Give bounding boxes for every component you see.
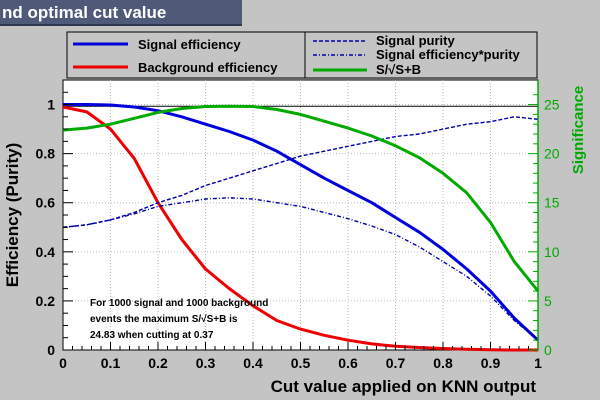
y2-tick-label-3: 15 <box>544 195 560 211</box>
y-tick-label-1: 0.2 <box>36 293 56 309</box>
x-tick-label-4: 0.4 <box>243 355 263 371</box>
legend-background-efficiency: Background efficiency <box>138 60 278 75</box>
x-axis-label: Cut value applied on KNN output <box>271 377 537 396</box>
legend-right: Signal purity Signal efficiency*purity S… <box>304 31 538 79</box>
y-axis-label: Efficiency (Purity) <box>3 143 22 288</box>
y-tick-label-4: 0.8 <box>36 146 56 162</box>
curves <box>62 103 540 352</box>
y-tick-label-2: 0.4 <box>36 244 56 260</box>
x-tick-label-3: 0.3 <box>196 355 216 371</box>
series-s-s-b <box>62 104 540 293</box>
x-tick-label-8: 0.8 <box>433 355 453 371</box>
annotation-line-3: 24.83 when cutting at 0.37 <box>90 330 214 341</box>
y-tick-label-0: 0 <box>47 342 55 358</box>
chart-title: nd optimal cut value <box>0 0 242 26</box>
grid <box>63 80 538 350</box>
legend-left: Signal efficiency Background efficiency <box>66 31 306 79</box>
y2-tick-label-2: 10 <box>544 244 560 260</box>
series-signal-purity <box>62 116 539 228</box>
ticks: 0 0.1 0.2 0.3 0.4 0.5 0.6 0.7 0.8 0.9 100.20.40.60… <box>36 80 560 371</box>
annotation-line-2: events the maximum S/√S+B is <box>90 314 238 325</box>
annotation: For 1000 signal and 1000 background even… <box>90 298 268 341</box>
y2-tick-label-1: 5 <box>544 293 552 309</box>
x-tick-label-10: 1 <box>534 355 542 371</box>
annotation-line-1: For 1000 signal and 1000 background <box>90 298 268 309</box>
y-tick-label-3: 0.6 <box>36 195 56 211</box>
y2-axis-label: Significance <box>570 86 587 174</box>
legend-significance: S/√S+B <box>376 62 421 77</box>
legend-signal-efficiency: Signal efficiency <box>138 37 241 52</box>
y2-tick-label-5: 25 <box>544 97 560 113</box>
y2-tick-label-0: 0 <box>544 342 552 358</box>
x-tick-label-5: 0.5 <box>291 355 311 371</box>
x-tick-label-9: 0.9 <box>481 355 501 371</box>
x-tick-label-0: 0 <box>59 355 67 371</box>
series-background-efficiency <box>62 105 538 352</box>
x-tick-label-7: 0.7 <box>386 355 406 371</box>
x-tick-label-1: 0.1 <box>101 355 121 371</box>
x-tick-label-2: 0.2 <box>148 355 168 371</box>
y2-tick-label-4: 20 <box>544 146 560 162</box>
legend-signal-purity: Signal purity <box>376 33 456 48</box>
legend-efficiency-purity: Signal efficiency*purity <box>376 47 521 62</box>
series-signal-efficiency <box>63 103 540 342</box>
x-tick-label-6: 0.6 <box>338 355 358 371</box>
y-tick-label-5: 1 <box>47 97 55 113</box>
